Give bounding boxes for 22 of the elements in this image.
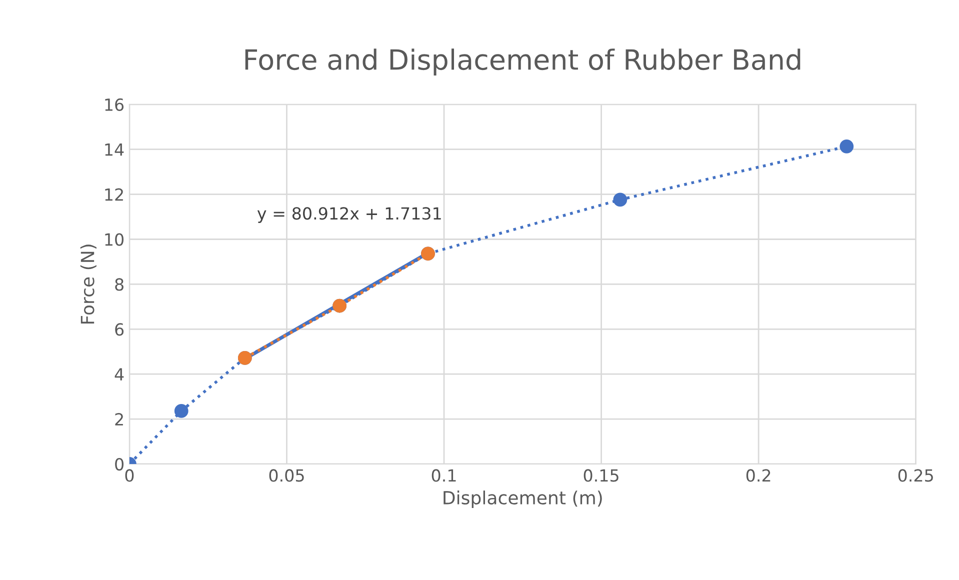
- chart-title: Force and Displacement of Rubber Band: [245, 48, 800, 76]
- point: [174, 404, 188, 418]
- y-tick-label: 4: [114, 368, 124, 380]
- y-tick-label: 8: [115, 278, 124, 291]
- x-tick-label: 0: [125, 469, 134, 482]
- x-tick-label: 0.15: [584, 469, 618, 482]
- y-tick-label: 12: [105, 188, 123, 201]
- x-axis-title: Displacement (m): [444, 490, 602, 508]
- x-tick-label: 0.2: [746, 469, 770, 482]
- x-tick-label: 0.25: [898, 469, 933, 482]
- annotation: y = 80.912x + 1.7131: [257, 207, 441, 223]
- x-tick-label: 0.05: [269, 469, 304, 482]
- point: [840, 139, 854, 154]
- y-tick-label: 2: [115, 413, 123, 426]
- y-axis-title: Force (N): [80, 244, 96, 324]
- point: [613, 192, 628, 207]
- y-tick-label: 16: [105, 98, 124, 111]
- y-tick-label: 10: [105, 233, 124, 246]
- y-tick-label: 6: [115, 323, 124, 336]
- x-tick-label: 0.1: [432, 469, 456, 482]
- y-tick-label: 14: [105, 144, 124, 156]
- y-tick-label: 0: [115, 458, 124, 471]
